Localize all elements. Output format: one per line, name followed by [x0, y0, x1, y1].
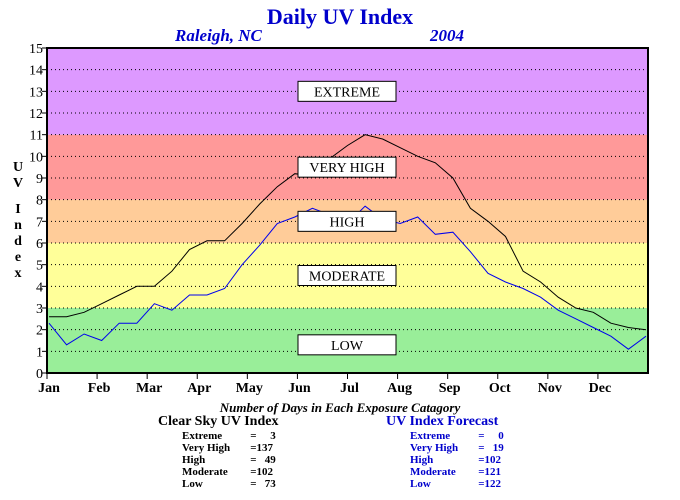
band-label-box: [297, 156, 397, 178]
y-tick-label: 13: [29, 85, 43, 100]
category-count: = 3: [250, 430, 276, 442]
table-row: Low = 73: [182, 478, 276, 490]
forecast-summary-title: UV Index Forecast: [386, 414, 499, 429]
category-count: = 19: [478, 442, 504, 454]
table-row: High = 49: [182, 454, 276, 466]
month-label: Aug: [387, 381, 412, 396]
category-label: High: [410, 454, 434, 466]
table-row: Very High =137: [182, 442, 276, 454]
band-label-low: LOW: [331, 339, 364, 354]
category-label: Very High: [410, 442, 459, 454]
month-label: Dec: [589, 381, 612, 396]
category-count: =121: [478, 466, 501, 478]
month-label: Apr: [187, 381, 211, 396]
y-tick-label: 2: [36, 324, 43, 339]
table-row: Moderate =102: [182, 466, 276, 478]
plot-frame: [46, 47, 649, 374]
y-tick-label: 5: [36, 259, 43, 274]
y-axis-letter: I: [15, 202, 21, 217]
clear-sky-summary: Clear Sky UV Index Extreme = 3 Very High =…: [158, 414, 278, 490]
band-label-moderate: MODERATE: [309, 270, 385, 285]
month-label: Nov: [538, 381, 562, 396]
y-axis-label: U V I n d e x: [11, 160, 25, 282]
table-row: Extreme = 3: [182, 430, 276, 442]
y-tick-label: 6: [36, 237, 43, 252]
y-tick-label: 9: [36, 172, 43, 187]
band-label-box: [297, 80, 397, 102]
month-label: Oct: [489, 381, 511, 396]
y-axis-letter: d: [14, 234, 22, 249]
month-label: Jul: [340, 381, 359, 396]
table-row: Low =122: [410, 478, 504, 490]
category-label: Extreme: [182, 430, 223, 442]
y-axis-letter: x: [14, 266, 22, 281]
month-label: Sep: [439, 381, 461, 396]
y-axis-letter: U: [12, 160, 24, 175]
month-label: Jun: [288, 381, 311, 396]
category-count: =137: [250, 442, 273, 454]
clear-sky-summary-title: Clear Sky UV Index: [158, 414, 279, 429]
y-tick-label: 4: [36, 280, 43, 295]
y-axis-letter: V: [12, 176, 24, 191]
band-label-box: [297, 334, 397, 356]
summary-heading: Number of Days in Each Exposure Catagory: [219, 400, 461, 415]
y-tick-label: 0: [36, 367, 43, 382]
y-tick-label: 15: [29, 42, 43, 57]
category-count: =102: [250, 466, 273, 478]
category-count: =102: [478, 454, 501, 466]
table-row: Extreme = 0: [410, 430, 504, 442]
category-label: Low: [410, 478, 431, 490]
category-count: = 49: [250, 454, 276, 466]
y-tick-label: 8: [36, 194, 43, 209]
category-label: Very High: [182, 442, 231, 454]
month-label: Feb: [88, 381, 111, 396]
table-row: High =102: [410, 454, 504, 466]
category-count: =122: [478, 478, 501, 490]
chart-title: Daily UV Index: [266, 4, 414, 29]
forecast-summary-table: Extreme = 0 Very High = 19 High =102 Modera…: [410, 430, 504, 490]
y-tick-label: 3: [36, 302, 43, 317]
category-label: Moderate: [410, 466, 456, 478]
band-label-box: [297, 210, 397, 232]
category-label: Moderate: [182, 466, 228, 478]
month-label: Mar: [136, 381, 162, 396]
table-row: Moderate =121: [410, 466, 504, 478]
y-axis-letter: n: [14, 218, 22, 233]
band-label-extreme: EXTREME: [314, 85, 380, 100]
forecast-summary: UV Index Forecast Extreme = 0 Very High = …: [386, 414, 504, 490]
category-count: = 73: [250, 478, 276, 490]
category-label: Low: [182, 478, 203, 490]
year-label: 2004: [430, 26, 464, 45]
y-tick-label: 10: [29, 150, 43, 165]
category-count: = 0: [478, 430, 504, 442]
band-label-box: [297, 265, 397, 286]
category-label: Extreme: [410, 430, 451, 442]
table-row: Very High = 19: [410, 442, 504, 454]
month-label: Jan: [38, 381, 60, 396]
clear-sky-summary-table: Extreme = 3 Very High =137 High = 49 Modera…: [182, 430, 276, 490]
location-label: Raleigh, NC: [175, 26, 262, 45]
band-label-very-high: VERY HIGH: [309, 161, 384, 176]
y-axis-letter: e: [14, 250, 22, 265]
y-tick-label: 7: [36, 215, 43, 230]
category-label: High: [182, 454, 206, 466]
y-tick-label: 12: [29, 107, 43, 122]
y-tick-label: 1: [36, 345, 43, 360]
clear-sky-line: [49, 134, 647, 331]
month-label: May: [236, 381, 263, 396]
y-tick-label: 14: [29, 64, 43, 79]
y-tick-label: 11: [30, 129, 43, 144]
band-label-high: HIGH: [330, 215, 365, 230]
